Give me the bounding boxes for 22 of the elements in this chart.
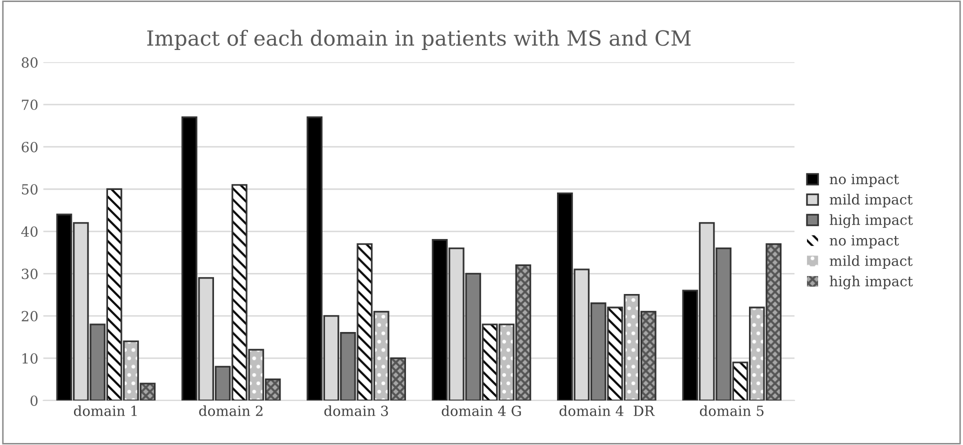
x-tick-label: domain 2 bbox=[199, 405, 262, 416]
y-tick-label: 30 bbox=[22, 268, 38, 280]
legend-label: high impact bbox=[830, 276, 913, 290]
chart-title: Impact of each domain in patients with MS and CM bbox=[147, 30, 691, 50]
x-tick-label: domain 5 bbox=[700, 405, 764, 416]
x-tick-label: domain 1 bbox=[74, 405, 137, 416]
legend-label: no impact bbox=[830, 235, 899, 248]
y-tick-label: 70 bbox=[22, 100, 38, 110]
x-tick-label: domain 3 bbox=[324, 405, 388, 416]
y-tick-label: 80 bbox=[22, 57, 38, 68]
x-tick-label: domain 4 G bbox=[442, 405, 521, 416]
y-tick-label: 20 bbox=[22, 310, 38, 322]
y-tick-label: 10 bbox=[22, 353, 38, 364]
legend-label: mild impact bbox=[830, 255, 913, 269]
y-tick-label: 60 bbox=[22, 142, 38, 152]
legend-label: no impact bbox=[830, 174, 899, 187]
y-tick-label: 0 bbox=[30, 395, 38, 406]
x-tick-label: domain 4 DR bbox=[560, 405, 655, 416]
y-tick-label: 40 bbox=[21, 226, 38, 237]
y-tick-label: 50 bbox=[22, 184, 38, 195]
legend-label: high impact bbox=[830, 214, 913, 228]
legend-label: mild impact bbox=[830, 194, 913, 208]
